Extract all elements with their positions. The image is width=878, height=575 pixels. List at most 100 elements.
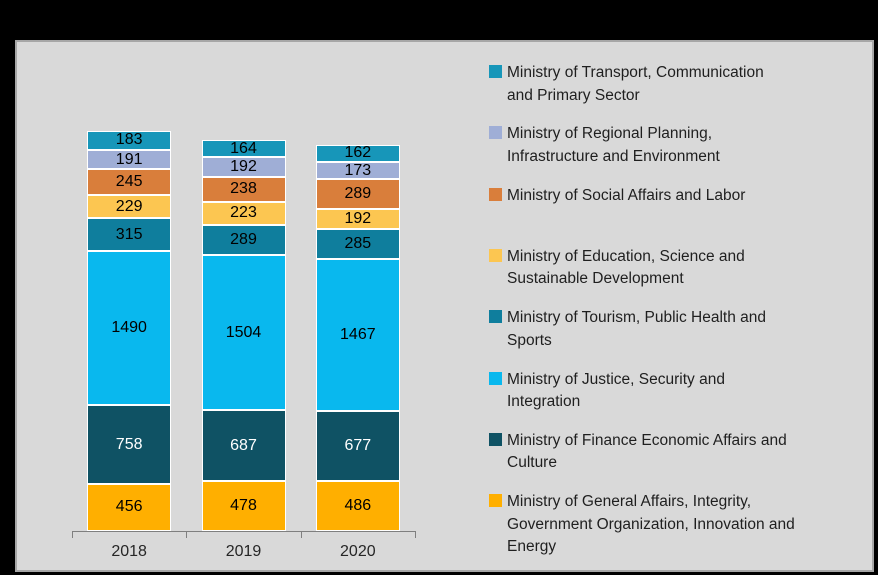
data-label: 478: [230, 497, 257, 515]
legend-label: Ministry of Finance Economic Affairs and…: [507, 430, 787, 475]
bar-segment: 486: [315, 480, 400, 531]
legend-label: Ministry of General Affairs, Integrity, G…: [507, 491, 795, 559]
data-label: 1467: [340, 325, 376, 343]
data-label: 192: [344, 210, 372, 228]
legend-label: Ministry of Justice, Security and Integra…: [507, 369, 725, 414]
bar-segment: 229: [87, 194, 172, 219]
stacked-bar-2020: 162 173 289 192 285 1467 677 486: [315, 144, 400, 531]
legend-swatch-icon: [489, 432, 502, 446]
legend-label-line: Ministry of General Affairs, Integrity,: [507, 493, 752, 511]
legend-swatch-icon: [489, 371, 502, 385]
x-axis-tick: [72, 531, 73, 538]
data-label: 229: [115, 197, 143, 215]
legend-label: Ministry of Education, Science and Sustai…: [507, 246, 745, 291]
bar-segment: 173: [315, 161, 400, 180]
legend-item: Ministry of Transport, Communication and …: [489, 62, 764, 107]
legend-label-line: Sustainable Development: [507, 270, 684, 288]
data-label: 173: [344, 161, 372, 179]
bar-segment: 192: [201, 157, 286, 178]
legend-label-line: Integration: [507, 393, 581, 411]
legend-label-line: Ministry of Education, Science and: [507, 247, 745, 265]
data-label: 315: [115, 225, 143, 243]
chart-area: 183 191 245 229 315 1490 758 456 164 192 238 223 289…: [15, 40, 874, 572]
x-axis-tick: [300, 531, 302, 538]
legend-item: Ministry of Social Affairs and Labor: [489, 185, 745, 208]
bar-segment: 456: [87, 483, 172, 531]
data-label: 164: [230, 139, 257, 157]
legend-item: Ministry of General Affairs, Integrity, G…: [489, 491, 795, 559]
stacked-bar-2019: 164 192 238 223 289 1504 687 478: [201, 139, 286, 531]
bar-segment: 289: [201, 224, 286, 255]
data-label: 238: [230, 180, 257, 198]
stacked-bar-2018: 183 191 245 229 315 1490 758 456: [87, 130, 172, 531]
legend-swatch-icon: [489, 248, 502, 262]
data-label: 245: [115, 173, 143, 191]
legend-swatch-icon: [489, 310, 502, 324]
legend-item: Ministry of Justice, Security and Integra…: [489, 369, 725, 414]
x-axis-tick: [415, 531, 416, 538]
legend-swatch-icon: [489, 187, 502, 201]
bar-segment: 758: [87, 405, 172, 484]
data-label: 758: [115, 435, 143, 453]
bar-segment: 162: [315, 144, 400, 162]
bar-segment: 245: [87, 169, 172, 195]
legend-swatch-icon: [489, 494, 502, 508]
legend-label-line: Ministry of Regional Planning,: [507, 125, 713, 143]
legend-label-line: Infrastructure and Environment: [507, 147, 720, 165]
x-axis-label-2018: 2018: [111, 543, 147, 560]
legend-label: Ministry of Regional Planning, Infrastruc…: [507, 123, 720, 168]
data-label: 289: [344, 185, 372, 203]
bar-segment: 285: [315, 229, 400, 259]
data-label: 285: [344, 234, 372, 252]
data-label: 191: [115, 150, 143, 168]
data-label: 486: [344, 496, 372, 514]
legend-label-line: Ministry of Social Affairs and Labor: [507, 186, 746, 204]
legend-item: Ministry of Regional Planning, Infrastruc…: [489, 123, 720, 168]
legend-label-line: Ministry of Justice, Security and: [507, 370, 725, 388]
data-label: 162: [344, 144, 372, 162]
legend-item: Ministry of Finance Economic Affairs and…: [489, 430, 787, 475]
legend-label-line: Government Organization, Innovation and: [507, 515, 795, 533]
bar-segment: 183: [87, 130, 172, 150]
legend-swatch-icon: [489, 126, 502, 140]
bar-segment: 238: [201, 177, 286, 202]
legend-label-line: Sports: [507, 331, 552, 349]
legend-label-line: Energy: [507, 538, 557, 556]
legend-label-line: and Primary Sector: [507, 86, 640, 104]
bar-segment: 289: [315, 179, 400, 210]
bar-segment: 164: [201, 139, 286, 158]
data-label: 192: [230, 158, 257, 176]
data-label: 223: [230, 204, 257, 222]
legend-item: Ministry of Tourism, Public Health and Sp…: [489, 307, 766, 352]
bar-segment: 1504: [201, 254, 286, 411]
legend-label: Ministry of Social Affairs and Labor: [507, 185, 745, 208]
bar-segment: 191: [87, 149, 172, 170]
bar-segment: 687: [201, 410, 286, 482]
legend-label: Ministry of Tourism, Public Health and Sp…: [507, 307, 766, 352]
data-label: 687: [230, 436, 257, 454]
bar-segment: 677: [315, 410, 400, 481]
legend-label-line: Ministry of Finance Economic Affairs and: [507, 431, 787, 449]
x-axis-tick: [186, 531, 188, 538]
data-label: 1504: [225, 323, 262, 341]
bar-segment: 192: [315, 209, 400, 230]
legend-swatch-icon: [489, 65, 502, 78]
legend-label: Ministry of Transport, Communication and …: [507, 62, 764, 107]
x-axis-label-2020: 2020: [340, 543, 376, 560]
legend-label-line: Culture: [507, 454, 557, 472]
bar-segment: 1490: [87, 251, 172, 406]
bar-segment: 478: [201, 481, 286, 531]
data-label: 1490: [111, 319, 147, 337]
bar-segment: 1467: [315, 258, 400, 411]
bar-segment: 315: [87, 218, 172, 252]
legend-label-line: Ministry of Transport, Communication: [507, 64, 764, 81]
data-label: 183: [115, 131, 143, 149]
legend-label-line: Ministry of Tourism, Public Health and: [507, 309, 767, 327]
bar-segment: 223: [201, 201, 286, 225]
x-axis-label-2019: 2019: [225, 543, 262, 560]
data-label: 456: [115, 498, 143, 516]
legend-item: Ministry of Education, Science and Sustai…: [489, 246, 745, 291]
data-label: 289: [230, 230, 257, 248]
data-label: 677: [344, 436, 372, 454]
x-axis-line: [72, 531, 415, 532]
